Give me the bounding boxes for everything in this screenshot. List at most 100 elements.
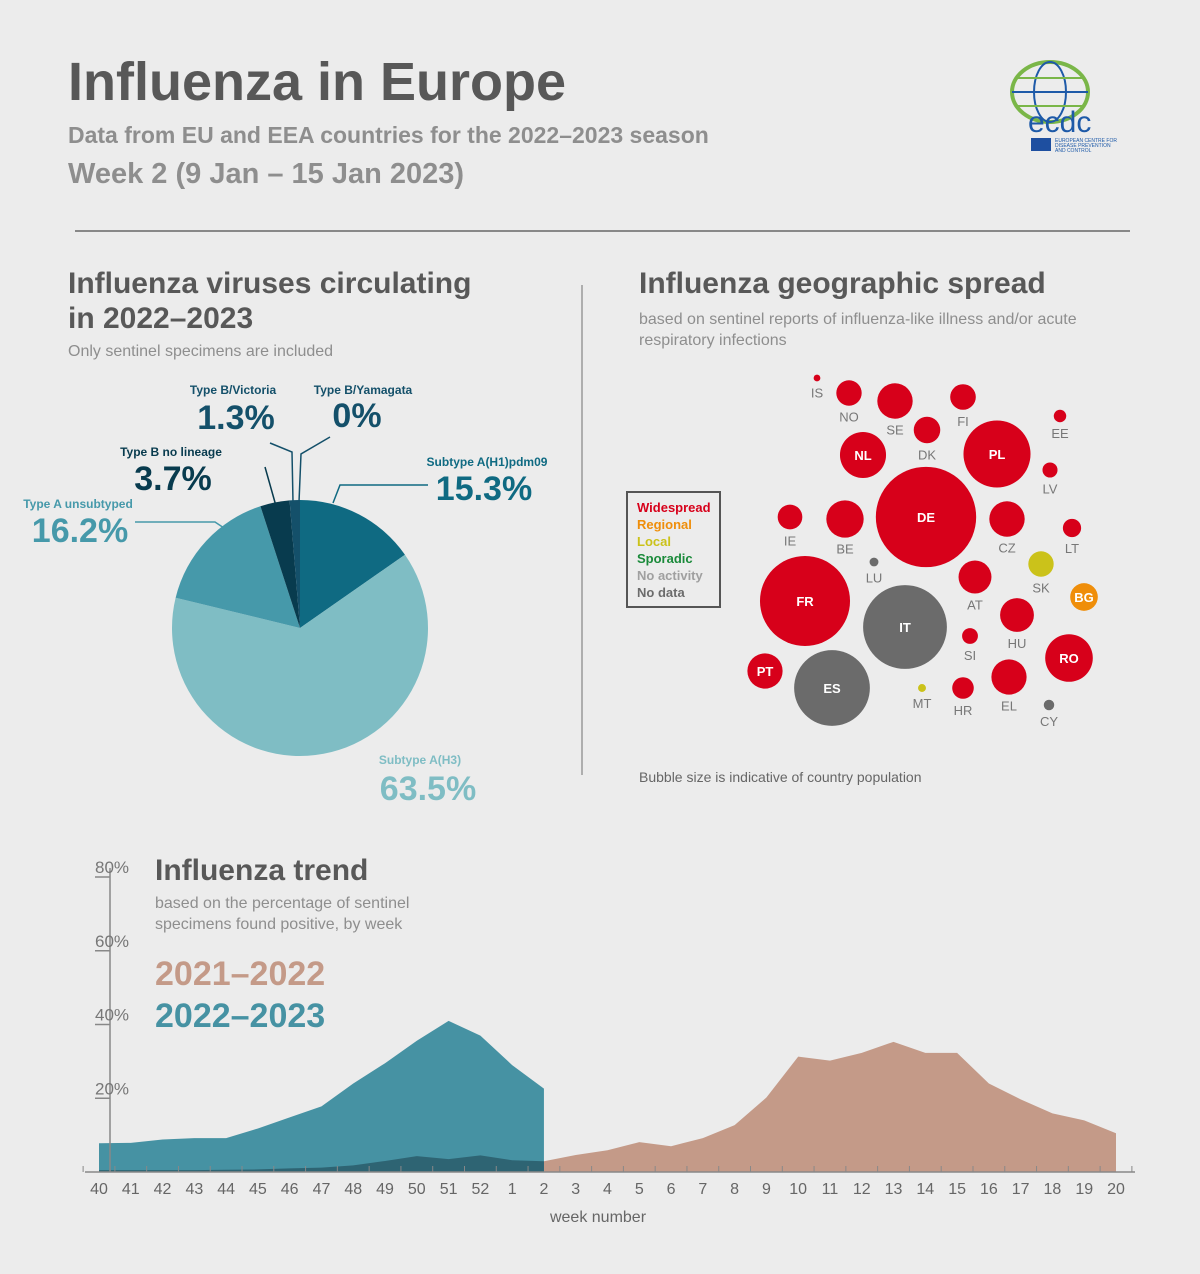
leader-line	[264, 466, 277, 507]
slice-value: 15.3%	[436, 470, 532, 508]
country-bubble	[747, 653, 783, 689]
x-tick-label: 42	[154, 1181, 172, 1198]
x-tick-label: 16	[980, 1181, 998, 1198]
map-subtitle: respiratory infections	[639, 332, 787, 349]
country-label: PL	[989, 447, 1006, 462]
x-tick-label: 52	[471, 1181, 489, 1198]
country-bubble	[759, 555, 851, 647]
pie-slice	[289, 500, 300, 628]
map-title: Influenza geographic spread	[639, 267, 1046, 300]
country-bubble	[1062, 518, 1082, 538]
country-label: EL	[1001, 699, 1017, 714]
x-tick-label: 46	[281, 1181, 299, 1198]
slice-label: Type B/Victoria	[190, 383, 277, 397]
country-label: CY	[1040, 714, 1058, 729]
leader-line	[332, 484, 428, 504]
x-tick-label: 18	[1044, 1181, 1062, 1198]
country-label: AT	[967, 597, 983, 612]
x-tick-label: 11	[822, 1181, 839, 1198]
logo-tagline: DISEASE PREVENTION	[1055, 143, 1111, 149]
country-label: IT	[899, 620, 911, 635]
trend-subtitle: specimens found positive, by week	[155, 916, 403, 933]
x-tick-label: 20	[1107, 1181, 1125, 1198]
country-bubble	[962, 628, 978, 644]
x-tick-label: 45	[249, 1181, 267, 1198]
x-tick-label: 44	[217, 1181, 235, 1198]
x-tick-label: 48	[344, 1181, 362, 1198]
country-label: FI	[957, 414, 969, 429]
country-bubble	[958, 560, 992, 594]
x-tick-label: 51	[440, 1181, 458, 1198]
x-tick-label: 17	[1012, 1181, 1030, 1198]
x-tick-label: 14	[916, 1181, 934, 1198]
x-tick-label: 3	[571, 1181, 580, 1198]
country-label: HR	[954, 703, 973, 718]
x-tick-label: 13	[885, 1181, 903, 1198]
x-tick-label: 2	[539, 1181, 548, 1198]
x-tick-label: 47	[313, 1181, 331, 1198]
slice-value: 16.2%	[32, 512, 128, 550]
trend-title: Influenza trend	[155, 854, 368, 887]
country-bubble	[1028, 551, 1054, 577]
country-label: PT	[757, 664, 774, 679]
pie-title: in 2022–2023	[68, 302, 253, 335]
country-bubble	[794, 650, 870, 726]
country-bubble	[1053, 409, 1067, 423]
area	[99, 1041, 1116, 1172]
x-tick-label: 43	[185, 1181, 203, 1198]
legend-item: No data	[637, 585, 685, 600]
country-label: MT	[913, 696, 932, 711]
map-subtitle: based on sentinel reports of influenza-l…	[639, 311, 1077, 328]
country-label: DK	[918, 447, 936, 462]
logo-tagline: AND CONTROL	[1055, 148, 1092, 154]
country-label: LV	[1043, 482, 1058, 497]
slice-label: Subtype A(H1)pdm09	[427, 455, 548, 469]
legend-item: No activity	[637, 568, 704, 583]
country-label: CZ	[998, 541, 1015, 556]
slice-label: Type B no lineage	[120, 445, 222, 459]
x-tick-label: 7	[698, 1181, 707, 1198]
country-bubble	[877, 383, 913, 419]
slice-value: 1.3%	[197, 399, 275, 437]
country-bubble	[826, 500, 864, 538]
slice-label: Type B/Yamagata	[314, 383, 413, 397]
country-bubble	[952, 677, 974, 699]
x-tick-label: 5	[635, 1181, 644, 1198]
pie-slice	[260, 500, 300, 628]
country-bubble	[1043, 699, 1055, 711]
legend-item: Local	[637, 534, 671, 549]
country-bubble	[1042, 462, 1058, 478]
country-label: HU	[1008, 636, 1027, 651]
country-label: SI	[964, 648, 976, 663]
leader-line	[135, 521, 225, 529]
x-tick-label: 15	[948, 1181, 966, 1198]
pie-slice	[175, 506, 300, 628]
country-bubble	[875, 466, 977, 568]
pie-slice	[171, 554, 428, 756]
x-tick-label: 1	[508, 1181, 517, 1198]
legend-item: Widespread	[637, 500, 711, 515]
x-tick-label: 10	[789, 1181, 807, 1198]
map-note: Bubble size is indicative of country pop…	[639, 769, 922, 785]
country-label: NL	[854, 448, 871, 463]
country-bubble	[869, 557, 879, 567]
x-tick-label: 12	[853, 1181, 871, 1198]
pie-title: Influenza viruses circulating	[68, 267, 471, 300]
country-bubble	[836, 380, 862, 406]
leader-line	[269, 442, 294, 503]
y-tick-label: 60%	[95, 932, 129, 951]
trend-subtitle: based on the percentage of sentinel	[155, 895, 409, 912]
country-label: SK	[1032, 581, 1050, 596]
legend-item: 2021–2022	[155, 955, 325, 993]
slice-value: 3.7%	[134, 460, 212, 498]
area	[99, 1020, 544, 1172]
x-tick-label: 4	[603, 1181, 612, 1198]
x-tick-label: 19	[1075, 1181, 1093, 1198]
country-label: FR	[796, 594, 814, 609]
page-subtitle: Data from EU and EEA countries for the 2…	[68, 122, 709, 148]
country-label: ES	[823, 681, 841, 696]
country-label: BG	[1074, 590, 1094, 605]
logo: ecdc EUROPEAN CENTRE FOR DISEASE PREVENT…	[1010, 60, 1117, 154]
